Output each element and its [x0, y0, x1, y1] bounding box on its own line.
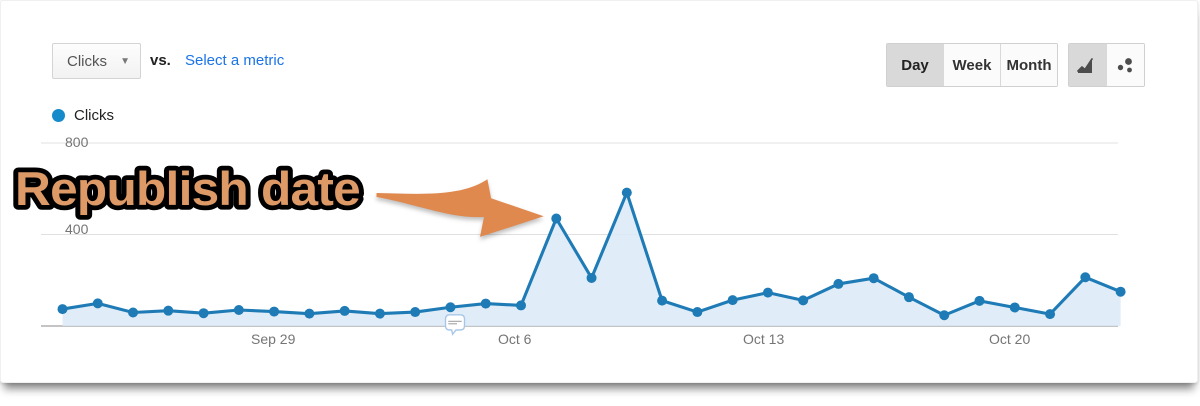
svg-text:Republish date: Republish date	[15, 162, 360, 215]
